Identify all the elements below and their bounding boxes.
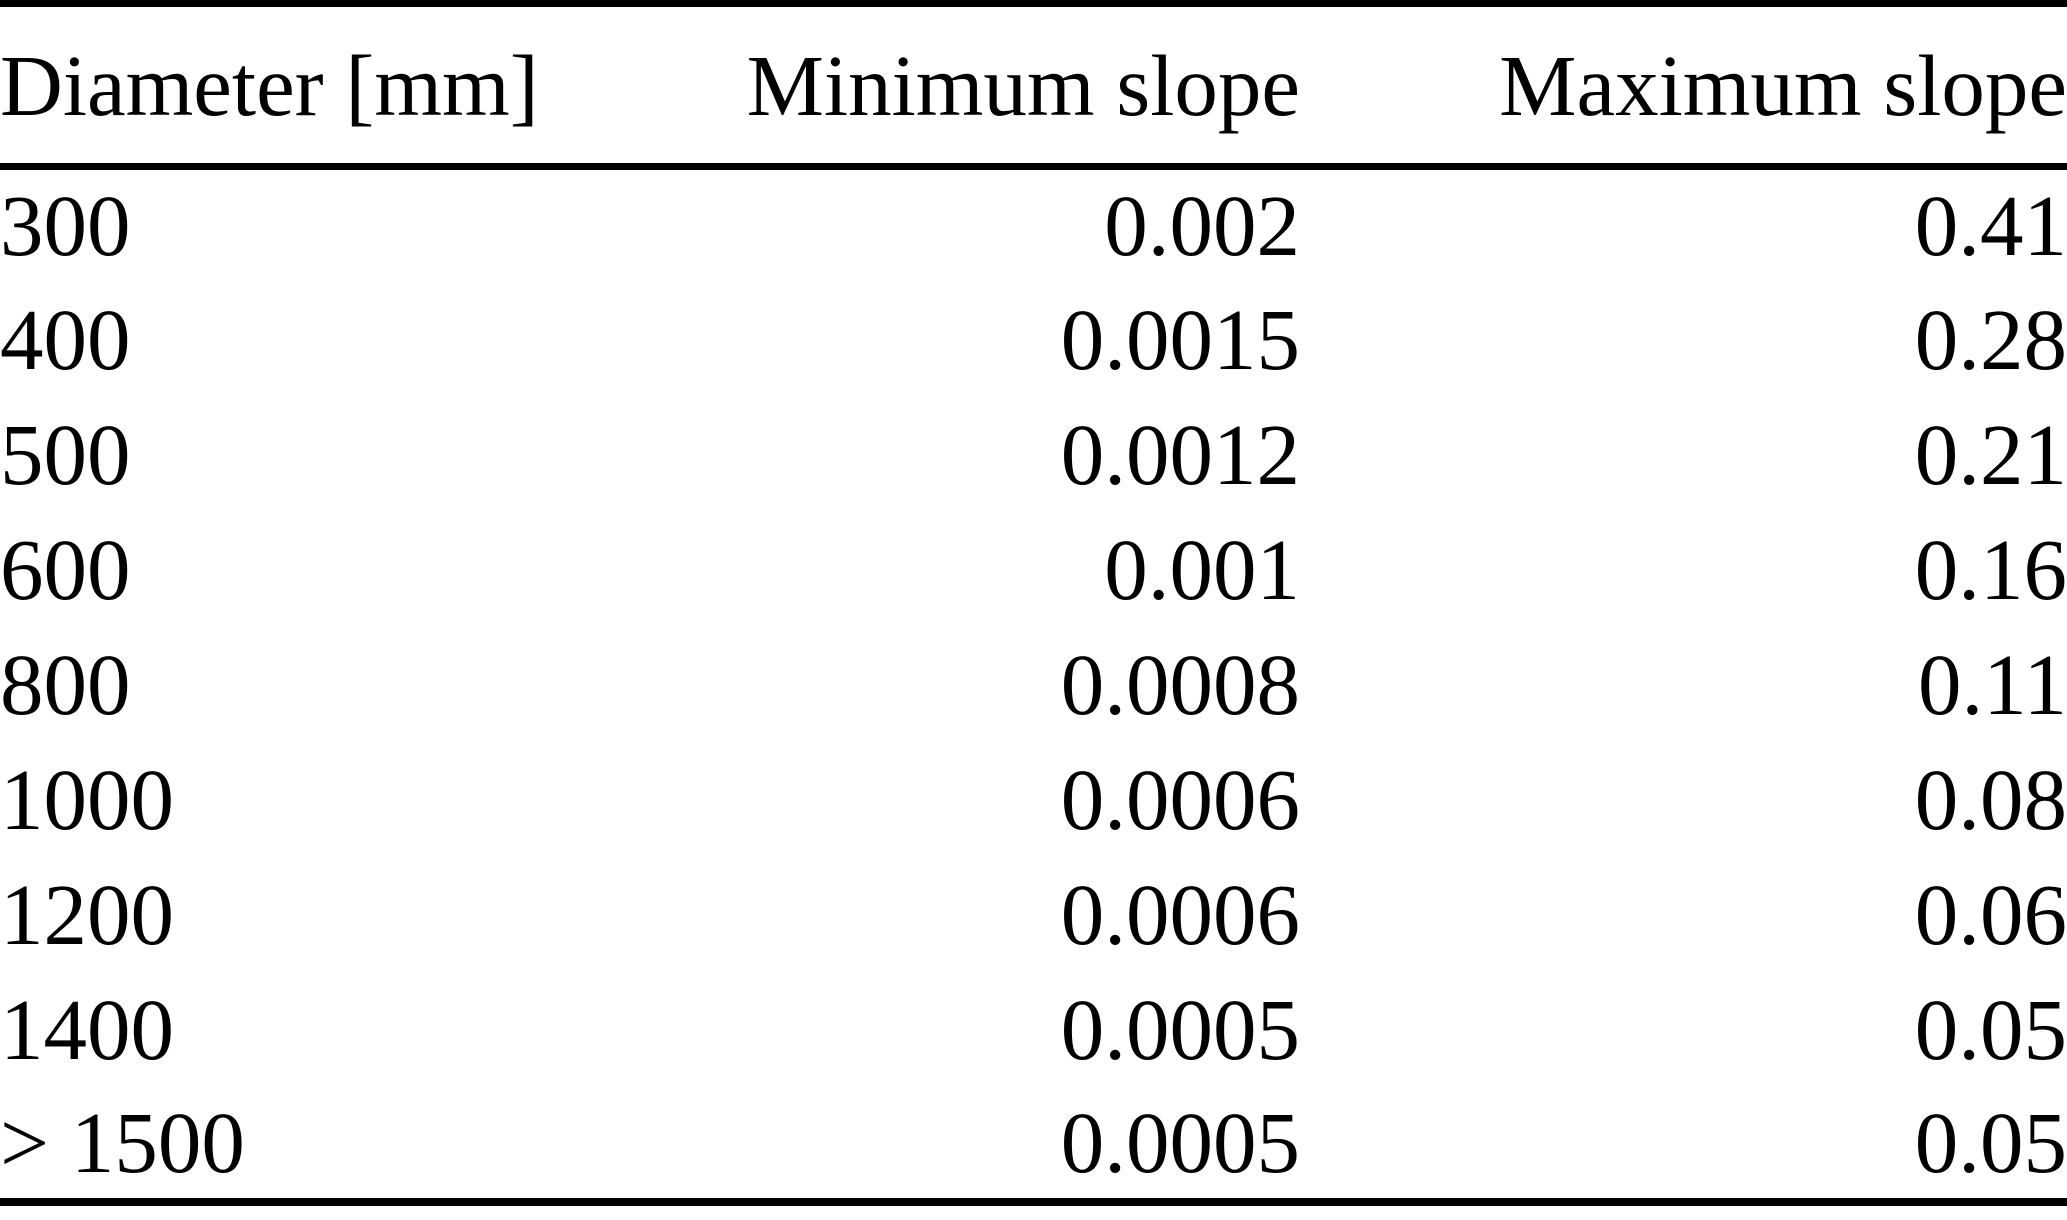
column-header-diameter: Diameter [mm]	[0, 3, 690, 170]
min-slope-cell: 0.001	[1104, 520, 1300, 618]
min-slope-cell: 0.0005	[1060, 1093, 1300, 1191]
max-slope-cell: 0.11	[1917, 635, 2067, 733]
min-slope-cell: 0.0012	[1060, 405, 1300, 503]
max-slope-cell: 0.05	[1914, 980, 2067, 1078]
diameter-cell: 300	[0, 177, 131, 275]
max-slope-cell: 0.41	[1914, 177, 2067, 275]
diameter-cell: 600	[0, 520, 131, 618]
diameter-cell: 1200	[0, 865, 174, 963]
min-slope-cell: 0.0005	[1060, 980, 1300, 1078]
column-header-minimum-slope: Minimum slope	[690, 3, 1300, 170]
diameter-cell: 500	[0, 405, 131, 503]
min-slope-cell: 0.002	[1104, 177, 1300, 275]
table-header-row: Diameter [mm] Minimum slope Maximum slop…	[0, 3, 2067, 170]
diameter-cell: 800	[0, 635, 131, 733]
table-body: 300 0.002 0.41 400 0.0015 0.28 500 0.0012 0.21 60…	[0, 167, 2067, 1202]
table-row: > 1500 0.0005 0.05	[0, 1087, 2067, 1202]
max-slope-cell: 0.28	[1914, 290, 2067, 388]
min-slope-cell: 0.0006	[1060, 750, 1300, 848]
table-header: Diameter [mm] Minimum slope Maximum slop…	[0, 3, 2067, 170]
max-slope-cell: 0.16	[1914, 520, 2067, 618]
table-row: 800 0.0008 0.11	[0, 627, 2067, 742]
table-row: 400 0.0015 0.28	[0, 282, 2067, 397]
diameter-cell: 1000	[0, 750, 174, 848]
table-row: 600 0.001 0.16	[0, 512, 2067, 627]
diameter-cell: 1400	[0, 980, 174, 1078]
min-slope-cell: 0.0015	[1060, 290, 1300, 388]
table-row: 300 0.002 0.41	[0, 167, 2067, 282]
diameter-cell: 400	[0, 290, 131, 388]
max-slope-cell: 0.21	[1914, 405, 2067, 503]
min-slope-cell: 0.0008	[1060, 635, 1300, 733]
min-slope-cell: 0.0006	[1060, 865, 1300, 963]
table-row: 1000 0.0006 0.08	[0, 742, 2067, 857]
max-slope-cell: 0.05	[1914, 1093, 2067, 1191]
max-slope-cell: 0.06	[1914, 865, 2067, 963]
table-row: 1200 0.0006 0.06	[0, 857, 2067, 972]
table-row: 500 0.0012 0.21	[0, 397, 2067, 512]
diameter-cell: > 1500	[0, 1093, 245, 1191]
column-header-maximum-slope: Maximum slope	[1300, 3, 2067, 170]
table-row: 1400 0.0005 0.05	[0, 972, 2067, 1087]
max-slope-cell: 0.08	[1914, 750, 2067, 848]
